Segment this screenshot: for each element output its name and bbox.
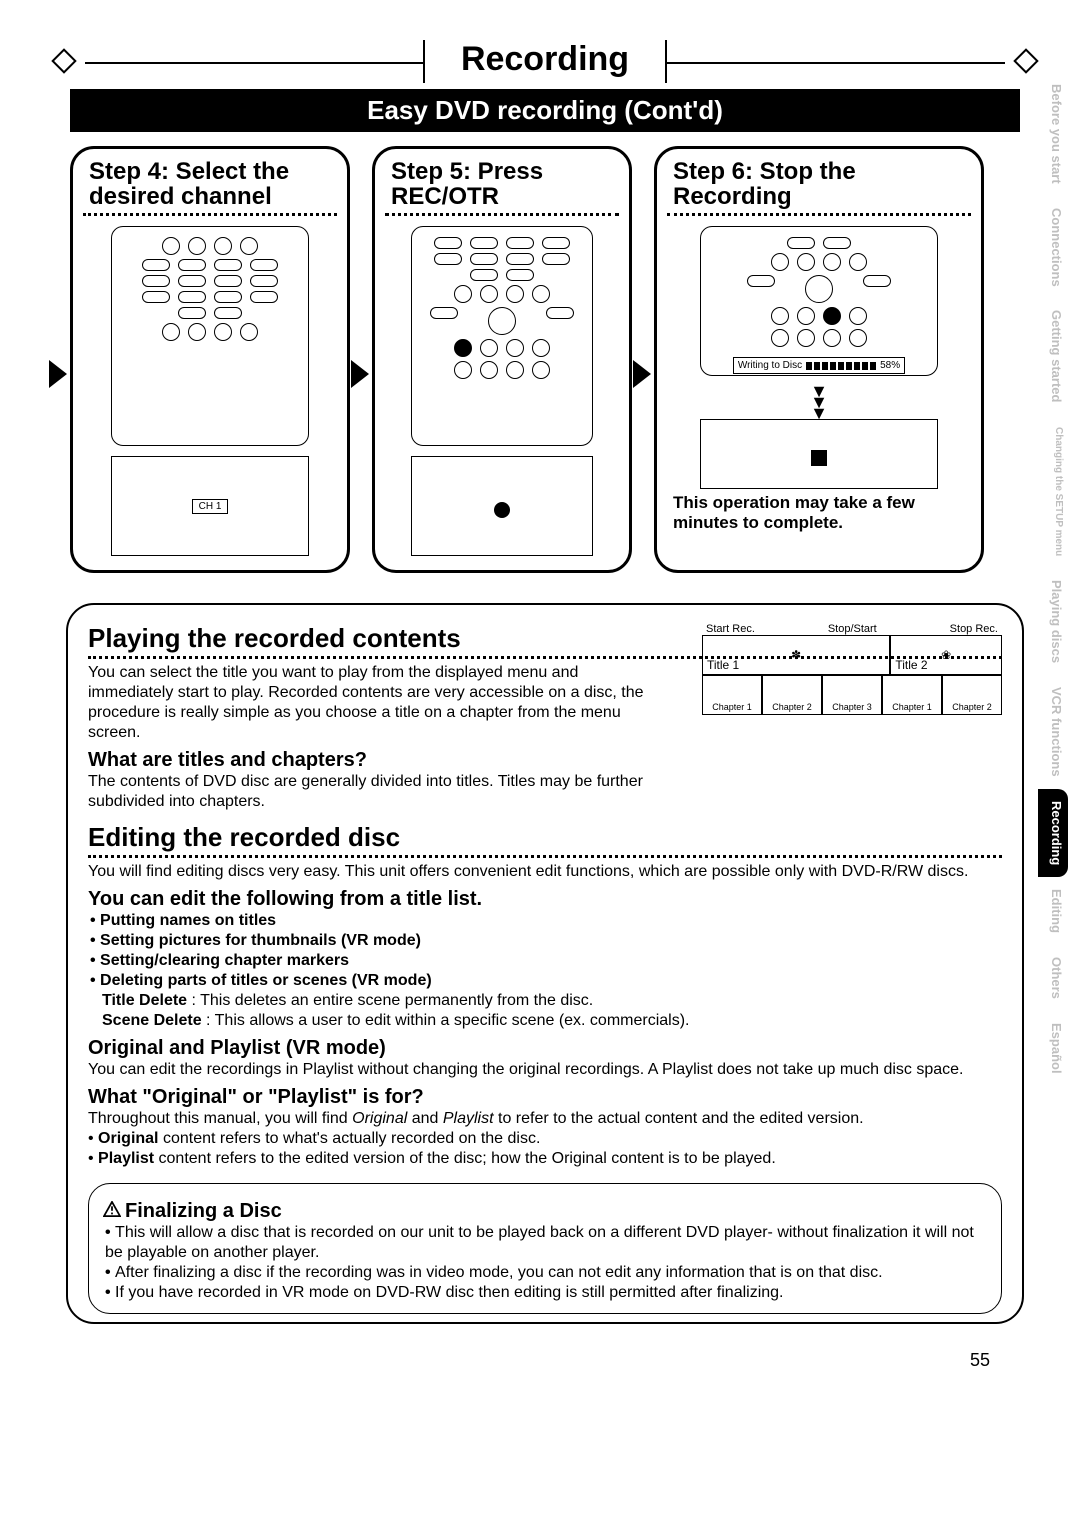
stop-icon [811, 450, 827, 466]
page-title: Recording [423, 40, 667, 83]
tab-before-you-start: Before you start [1038, 72, 1068, 196]
arrow-icon [633, 360, 651, 388]
remote-illustration [111, 226, 309, 446]
edit-list: Putting names on titles Setting pictures… [88, 911, 1002, 991]
finalizing-heading: Finalizing a Disc [103, 1200, 987, 1223]
edit-list-heading: You can edit the following from a title … [88, 888, 1002, 911]
tab-setup-menu: Changing the SETUP menu [1038, 415, 1068, 568]
tab-connections: Connections [1038, 196, 1068, 299]
editing-para: You will find editing discs very easy. T… [88, 862, 1002, 882]
record-icon [494, 502, 510, 518]
tab-getting-started: Getting started [1038, 298, 1068, 414]
step6-note: This operation may take a few minutes to… [667, 489, 971, 533]
tab-others: Others [1038, 945, 1068, 1011]
titles-chapters-diagram: Start Rec. Stop/Start Stop Rec. Title 1✽… [702, 623, 1002, 715]
page-number: 55 [60, 1350, 1030, 1371]
remote-illustration: Writing to Disc58% [700, 226, 937, 376]
orig-playlist-heading: Original and Playlist (VR mode) [88, 1037, 1002, 1060]
step6-box: Step 6: Stop the Recording Writing to Di… [654, 146, 984, 573]
step5-box: Step 5: Press REC/OTR [372, 146, 632, 573]
titles-chapters-heading: What are titles and chapters? [88, 749, 1002, 772]
section-banner: Easy DVD recording (Cont'd) [70, 89, 1020, 132]
fin-b3: If you have recorded in VR mode on DVD-R… [105, 1283, 987, 1303]
arrow-icon [351, 360, 369, 388]
titles-chapters-para: The contents of DVD disc are generally d… [88, 772, 648, 812]
fin-b1: This will allow a disc that is recorded … [105, 1223, 987, 1263]
tv-screen [411, 456, 594, 556]
tv-screen [700, 419, 937, 489]
tv-screen: CH 1 [111, 456, 309, 556]
warning-icon [103, 1200, 121, 1216]
tab-editing: Editing [1038, 877, 1068, 945]
step5-title: Step 5: Press REC/OTR [385, 159, 619, 211]
orig-playlist-para: You can edit the recordings in Playlist … [88, 1060, 1002, 1080]
editing-heading: Editing the recorded disc [88, 822, 1002, 853]
remote-illustration [411, 226, 594, 446]
writing-progress: Writing to Disc58% [733, 357, 905, 374]
tab-playing-discs: Playing discs [1038, 568, 1068, 675]
step4-title: Step 4: Select the desired channel [83, 159, 337, 211]
finalizing-box: Finalizing a Disc This will allow a disc… [88, 1183, 1002, 1314]
content-panel: Start Rec. Stop/Start Stop Rec. Title 1✽… [66, 603, 1024, 1324]
what-orig-para: Throughout this manual, you will find Or… [88, 1109, 1002, 1169]
fin-b2: After finalizing a disc if the recording… [105, 1263, 987, 1283]
what-orig-heading: What "Original" or "Playlist" is for? [88, 1086, 1002, 1109]
playing-para: You can select the title you want to pla… [88, 663, 648, 743]
arrow-icon [49, 360, 67, 388]
side-tabs: Before you start Connections Getting sta… [1038, 72, 1068, 1086]
tab-espanol: Español [1038, 1011, 1068, 1086]
step6-title: Step 6: Stop the Recording [667, 159, 971, 211]
tab-recording: Recording [1038, 789, 1068, 877]
step4-box: Step 4: Select the desired channel CH 1 [70, 146, 350, 573]
down-arrow-icon: ▼▼▼ [667, 386, 971, 418]
tab-vcr-functions: VCR functions [1038, 675, 1068, 789]
